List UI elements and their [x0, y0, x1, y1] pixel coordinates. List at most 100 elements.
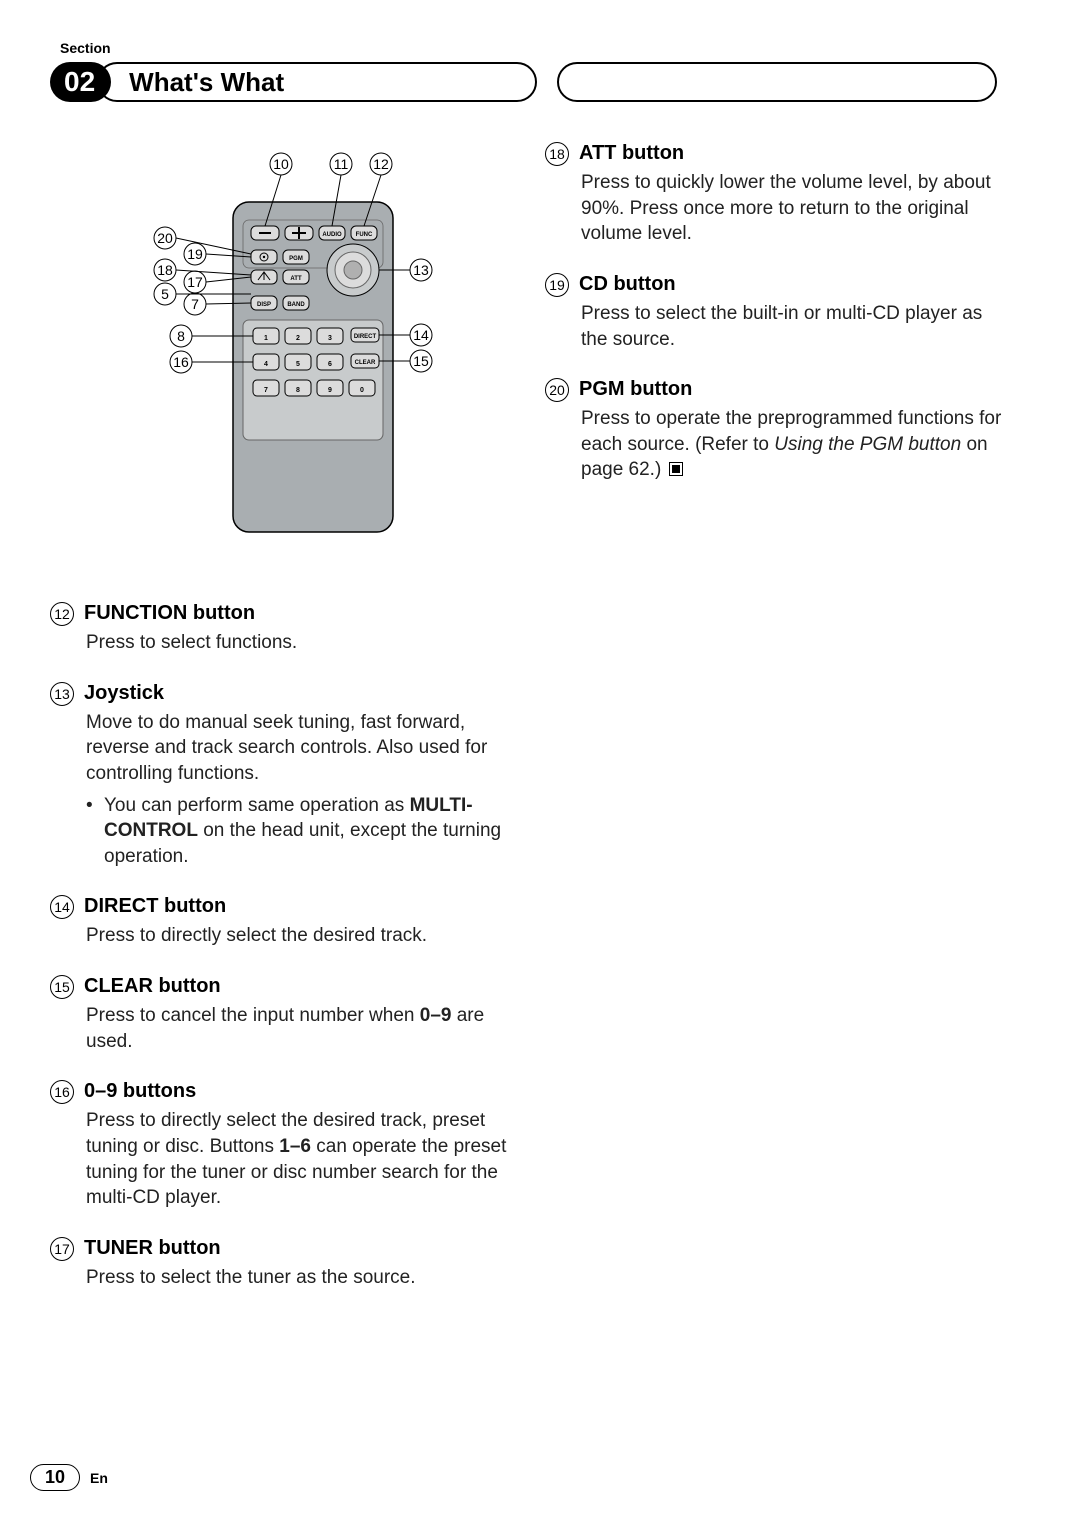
section-label: Section — [60, 40, 1030, 56]
circled-number: 20 — [545, 378, 569, 402]
item-body: Press to directly select the desired tra… — [86, 923, 515, 949]
svg-text:FUNC: FUNC — [355, 232, 372, 238]
callout-12: 12 — [370, 153, 392, 175]
audio-button: AUDIO — [319, 226, 345, 240]
clear-button: CLEAR — [351, 354, 379, 368]
disp-button: DISP — [251, 296, 277, 310]
item-body: Press to directly select the desired tra… — [86, 1108, 515, 1211]
item-body: Press to select functions. — [86, 630, 515, 656]
item-title: PGM button — [579, 378, 692, 401]
circled-number: 18 — [545, 142, 569, 166]
circled-number: 16 — [50, 1080, 74, 1104]
item-body: Move to do manual seek tuning, fast forw… — [86, 710, 515, 870]
svg-text:AUDIO: AUDIO — [322, 232, 342, 238]
item-title: 0–9 buttons — [84, 1080, 196, 1103]
vol-minus-button — [251, 226, 279, 240]
svg-text:PGM: PGM — [289, 256, 303, 262]
func-button: FUNC — [351, 226, 377, 240]
callout-14: 14 — [410, 324, 432, 346]
svg-text:14: 14 — [413, 327, 429, 343]
left-column: 10 11 12 13 14 15 20 19 18 17 — [50, 142, 515, 1317]
callout-16: 16 — [170, 351, 192, 373]
svg-text:BAND: BAND — [287, 302, 305, 308]
att-button: ATT — [283, 270, 309, 284]
item-title: CD button — [579, 273, 676, 296]
svg-text:7: 7 — [191, 296, 199, 312]
key-3-button: 3 — [317, 328, 343, 344]
svg-text:6: 6 — [328, 361, 332, 368]
callout-15: 15 — [410, 350, 432, 372]
svg-text:11: 11 — [333, 156, 348, 172]
bullet-note: You can perform same operation as MULTI-… — [86, 793, 515, 870]
footer: 10 En — [30, 1464, 108, 1491]
key-7-button: 7 — [253, 380, 279, 396]
item-body: Press to select the built-in or multi-CD… — [581, 301, 1010, 352]
description-item: 12 FUNCTION button Press to select funct… — [50, 602, 515, 656]
pgm-button: PGM — [283, 250, 309, 264]
callout-13: 13 — [410, 259, 432, 281]
tuner-button — [251, 270, 277, 284]
svg-text:1: 1 — [264, 335, 268, 342]
svg-text:8: 8 — [296, 387, 300, 394]
key-1-button: 1 — [253, 328, 279, 344]
description-item: 13 Joystick Move to do manual seek tunin… — [50, 682, 515, 870]
remote-diagram: 10 11 12 13 14 15 20 19 18 17 — [50, 142, 515, 562]
svg-text:15: 15 — [413, 353, 429, 369]
svg-text:17: 17 — [187, 274, 203, 290]
item-body: Press to select the tuner as the source. — [86, 1265, 515, 1291]
description-item: 20 PGM button Press to operate the prepr… — [545, 378, 1010, 483]
item-body: Press to cancel the input number when 0–… — [86, 1003, 515, 1054]
language-label: En — [90, 1470, 108, 1486]
callout-8: 8 — [170, 325, 192, 347]
circled-number: 14 — [50, 895, 74, 919]
svg-text:2: 2 — [296, 335, 300, 342]
svg-text:DISP: DISP — [256, 302, 270, 308]
svg-text:CLEAR: CLEAR — [354, 360, 375, 366]
description-item: 18 ATT button Press to quickly lower the… — [545, 142, 1010, 247]
key-5-button: 5 — [285, 354, 311, 370]
description-item: 16 0–9 buttons Press to directly select … — [50, 1080, 515, 1211]
svg-text:8: 8 — [177, 328, 185, 344]
key-2-button: 2 — [285, 328, 311, 344]
header: 02 What's What — [50, 62, 1030, 102]
item-title: CLEAR button — [84, 975, 221, 998]
svg-text:19: 19 — [187, 246, 203, 262]
item-title: Joystick — [84, 682, 164, 705]
key-0-button: 0 — [349, 380, 375, 396]
description-item: 15 CLEAR button Press to cancel the inpu… — [50, 975, 515, 1054]
circled-number: 19 — [545, 273, 569, 297]
key-8-button: 8 — [285, 380, 311, 396]
svg-text:7: 7 — [264, 387, 268, 394]
callout-10: 10 — [270, 153, 292, 175]
svg-text:20: 20 — [157, 230, 173, 246]
svg-text:5: 5 — [296, 361, 300, 368]
svg-text:0: 0 — [360, 387, 364, 394]
circled-number: 17 — [50, 1237, 74, 1261]
svg-text:5: 5 — [161, 286, 169, 302]
callout-20: 20 — [154, 227, 176, 249]
item-body: Press to quickly lower the volume level,… — [581, 170, 1010, 247]
callout-19: 19 — [184, 243, 206, 265]
circled-number: 13 — [50, 682, 74, 706]
direct-button: DIRECT — [351, 328, 379, 342]
callout-5: 5 — [154, 283, 176, 305]
description-item: 19 CD button Press to select the built-i… — [545, 273, 1010, 352]
key-9-button: 9 — [317, 380, 343, 396]
header-empty-pill — [557, 62, 997, 102]
end-icon — [669, 462, 683, 476]
item-title: TUNER button — [84, 1237, 221, 1260]
callout-11: 11 — [330, 153, 352, 175]
right-column: 18 ATT button Press to quickly lower the… — [545, 142, 1010, 1317]
vol-plus-button — [285, 226, 313, 240]
svg-text:10: 10 — [273, 156, 289, 172]
page-title: What's What — [97, 62, 537, 102]
svg-text:DIRECT: DIRECT — [353, 334, 376, 340]
item-title: ATT button — [579, 142, 684, 165]
circled-number: 12 — [50, 602, 74, 626]
key-6-button: 6 — [317, 354, 343, 370]
joystick — [327, 244, 379, 296]
svg-text:13: 13 — [413, 262, 429, 278]
description-item: 14 DIRECT button Press to directly selec… — [50, 895, 515, 949]
key-4-button: 4 — [253, 354, 279, 370]
item-title: DIRECT button — [84, 895, 226, 918]
